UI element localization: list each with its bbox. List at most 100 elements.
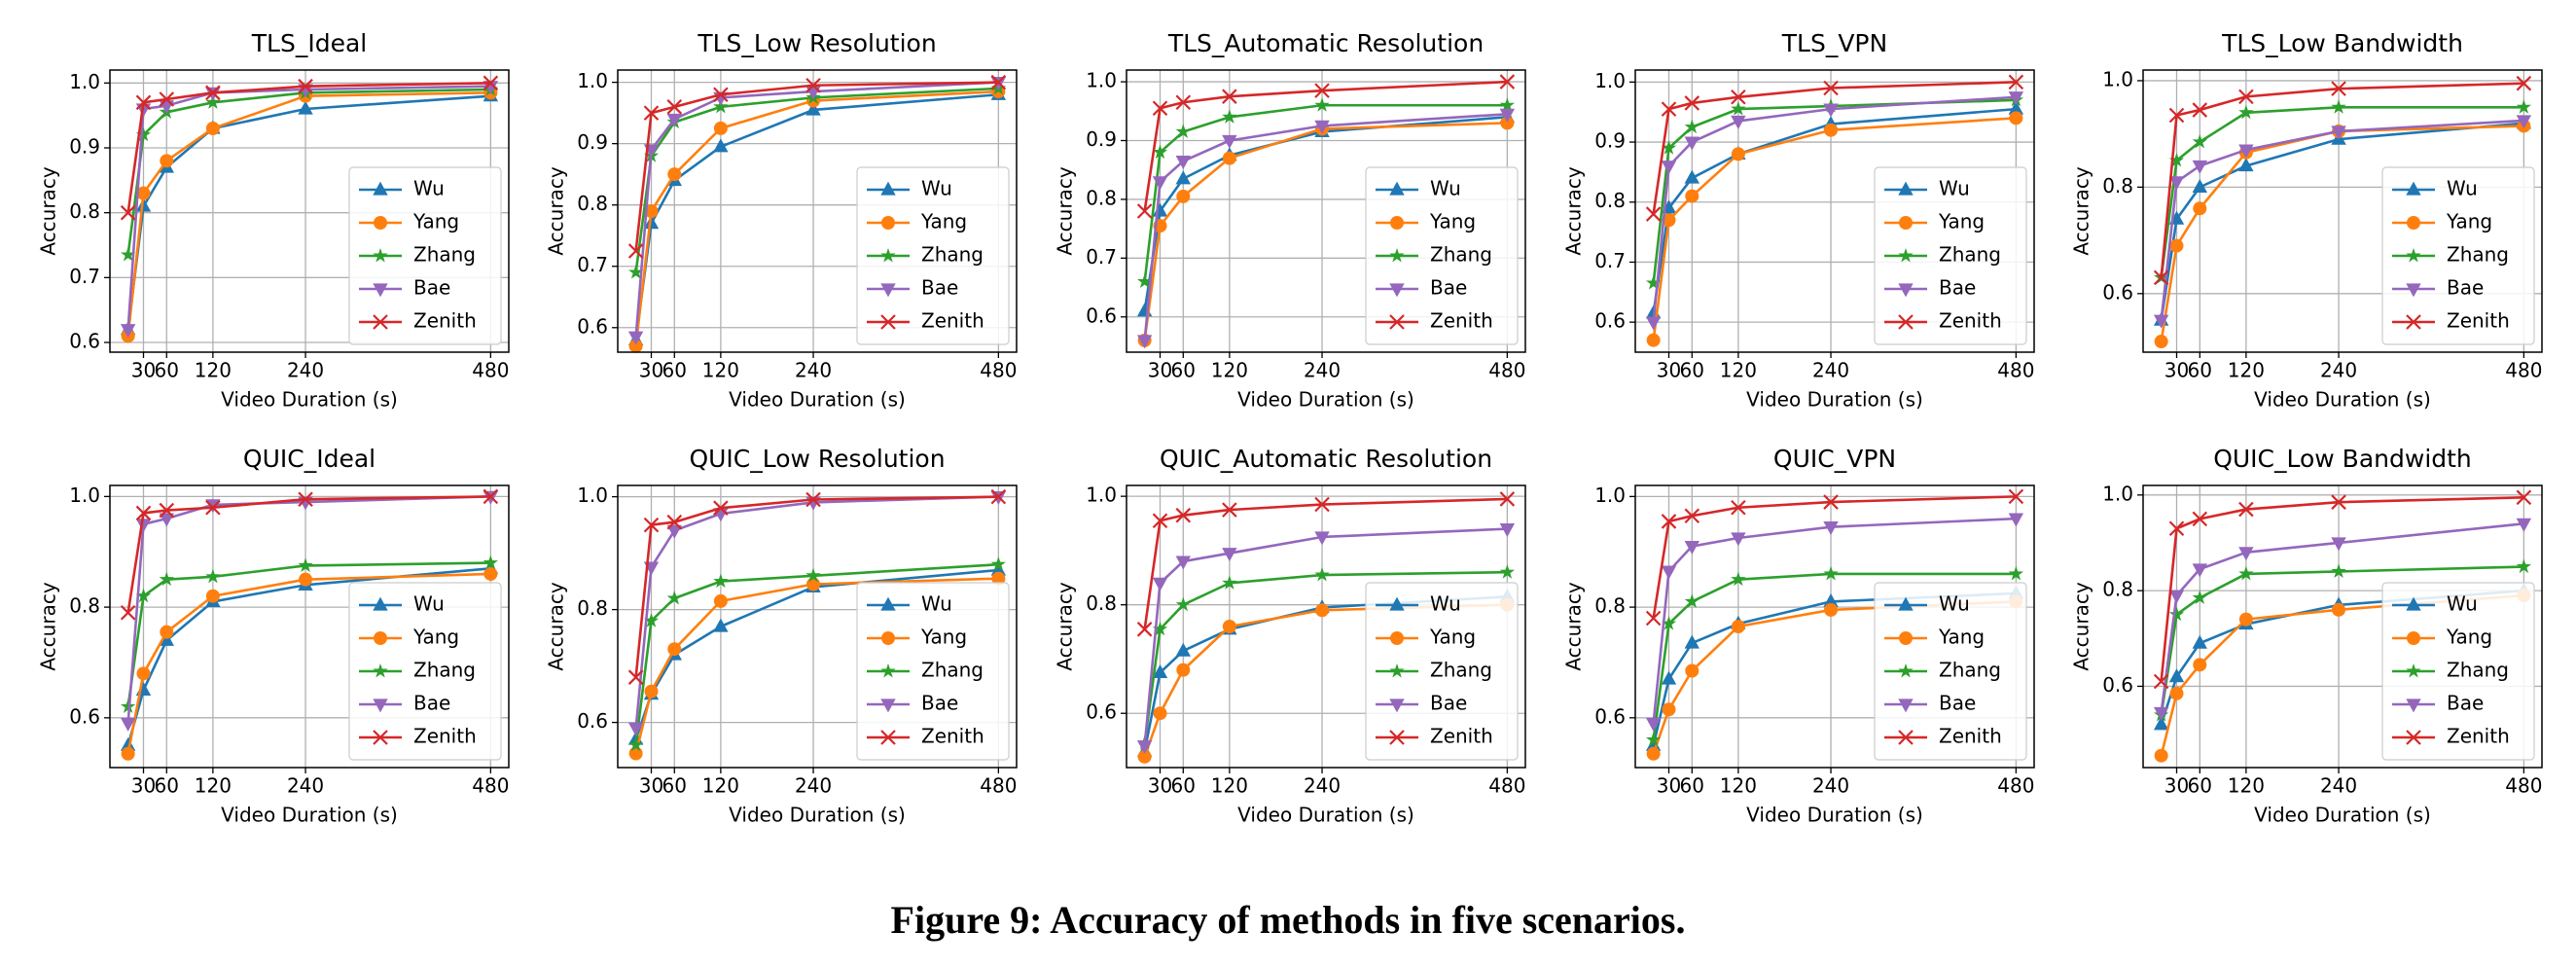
marker (2331, 563, 2346, 578)
plot-frame (617, 69, 1018, 353)
chart-title: QUIC_Automatic Resolution (1160, 445, 1492, 473)
marker (666, 590, 682, 605)
y-axis-label: Accuracy (2070, 166, 2093, 255)
marker (881, 631, 895, 645)
plot-frame (617, 484, 1018, 769)
marker (2192, 590, 2207, 605)
marker (120, 204, 136, 221)
marker (627, 736, 644, 752)
y-tick-label: 0.9 (1086, 127, 1117, 151)
marker (805, 101, 821, 116)
marker (374, 631, 387, 645)
marker (2516, 489, 2532, 506)
marker (373, 596, 388, 611)
legend-label: Wu (921, 177, 952, 200)
series-line (634, 81, 999, 252)
y-tick-label: 0.8 (1086, 186, 1117, 209)
x-tick-label: 60 (155, 359, 179, 382)
marker (643, 613, 660, 627)
marker (160, 154, 174, 168)
y-tick-label: 0.8 (69, 594, 100, 618)
legend-label: Yang (1938, 210, 1985, 233)
marker (2193, 201, 2207, 216)
marker (2238, 144, 2254, 159)
marker (374, 216, 387, 230)
legend-label: Zenith (921, 309, 984, 333)
legend-label: Wu (1939, 177, 1970, 200)
marker (2168, 668, 2185, 683)
marker (135, 505, 152, 521)
x-tick-label: 30 (639, 359, 663, 382)
legend-label: Wu (2447, 177, 2478, 200)
marker (628, 746, 643, 761)
x-tick-label: 120 (1720, 774, 1757, 798)
legend: Wu Yang Zhang Bae Zenith (856, 582, 1010, 761)
marker (1898, 314, 1914, 330)
marker (483, 75, 499, 91)
marker (2192, 102, 2208, 118)
x-tick-label: 120 (1211, 774, 1248, 798)
y-axis-label: Accuracy (545, 166, 568, 255)
x-axis-label: Video Duration (s) (729, 804, 906, 827)
y-tick-label: 0.6 (2102, 280, 2133, 304)
plot-frame (1634, 69, 2035, 353)
marker (1153, 706, 1167, 721)
marker (1222, 109, 1237, 124)
marker (1661, 101, 1677, 117)
x-tick-label: 240 (2320, 359, 2357, 382)
marker (2238, 565, 2254, 581)
legend-label: Zhang (2447, 243, 2509, 267)
x-tick-label: 480 (472, 774, 509, 798)
marker (880, 247, 896, 263)
marker (667, 167, 682, 182)
legend-box (2381, 582, 2535, 761)
marker (1685, 663, 1699, 678)
marker (2331, 99, 2346, 114)
legend-label: Zhang (1939, 659, 2001, 682)
legend-label: Bae (1430, 692, 1467, 715)
legend-box (348, 166, 502, 345)
series-line (126, 561, 491, 707)
marker (1731, 101, 1746, 116)
legend-label: Yang (412, 210, 459, 233)
marker (880, 181, 896, 196)
x-tick-label: 120 (1211, 359, 1248, 382)
marker (2192, 634, 2207, 649)
chart-title: QUIC_Low Bandwidth (2213, 445, 2472, 473)
marker (2153, 269, 2169, 286)
y-tick-label: 0.7 (1594, 249, 1626, 272)
chart-title: QUIC_VPN (1773, 445, 1896, 473)
x-tick-label: 480 (1997, 359, 2034, 382)
marker (990, 488, 1007, 505)
marker (881, 216, 895, 230)
chart-title: TLS_VPN (1781, 29, 1887, 57)
marker (880, 663, 896, 678)
marker (1731, 532, 1746, 547)
x-tick-label: 60 (1680, 359, 1704, 382)
legend-label: Wu (1430, 177, 1461, 200)
legend-label: Bae (1939, 692, 1976, 715)
marker (1898, 698, 1914, 713)
marker (135, 588, 152, 603)
y-axis-label: Accuracy (1054, 166, 1077, 255)
marker (644, 204, 659, 218)
marker (1645, 274, 1662, 290)
legend-label: Yang (920, 626, 967, 649)
x-axis-label: Video Duration (s) (1237, 804, 1414, 827)
marker (1684, 634, 1699, 649)
marker (373, 663, 388, 678)
x-axis-label: Video Duration (s) (729, 388, 906, 412)
marker (2168, 520, 2185, 537)
y-tick-label: 1.0 (2102, 67, 2133, 90)
legend-label: Zenith (413, 309, 477, 333)
chart-title: QUIC_Ideal (243, 445, 376, 473)
marker (298, 491, 313, 507)
marker (298, 78, 313, 94)
x-tick-label: 60 (1171, 774, 1196, 798)
x-tick-label: 120 (2228, 774, 2265, 798)
marker (805, 77, 821, 93)
series-line (126, 91, 491, 337)
marker (2406, 596, 2421, 611)
